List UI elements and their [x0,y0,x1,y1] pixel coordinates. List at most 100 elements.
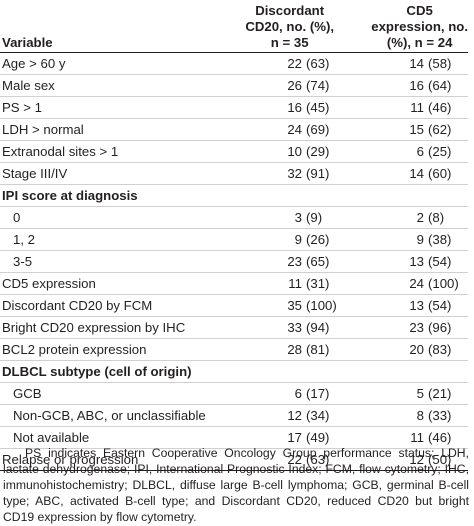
percent-value: (62) [428,121,452,137]
table-row: PS > 1 16 (45) 11 (46) [0,96,468,119]
table-row: Not available 17 (49) 11 (46) [0,426,468,449]
percent-value: (63) [306,451,330,467]
cd5-expression-cell: 11 (46) [350,426,468,449]
discordant-cd20-cell: 22 (63) [228,52,350,75]
header-a-line1: Discordant [255,2,325,18]
discordant-cd20-cell: 23 (65) [228,250,350,273]
count-value: 35 [287,297,302,313]
discordant-cd20-cell: 35 (100) [228,294,350,317]
variable-label: 0 [0,206,228,229]
cd5-expression-cell: 9 (38) [350,228,468,251]
percent-value: (38) [428,231,452,247]
cd5-expression-cell: 6 (25) [350,140,468,163]
percent-value: (83) [428,341,452,357]
header-b-line2: expression, no. [371,18,468,34]
cd5-expression-cell: 20 (83) [350,338,468,361]
count-value: 20 [409,341,424,357]
count-value: 22 [287,451,302,467]
variable-label: Non-GCB, ABC, or unclassifiable [0,404,228,427]
cd5-expression-cell: 8 (33) [350,404,468,427]
table-row: Male sex 26 (74) 16 (64) [0,74,468,97]
characteristics-table: Variable Discordant CD20, no. (%), n = 3… [0,0,468,471]
count-value: 3 [294,209,302,225]
percent-value: (45) [306,99,330,115]
table-row: Stage III/IV 32 (91) 14 (60) [0,162,468,185]
percent-value: (69) [306,121,330,137]
header-variable: Variable [0,0,228,53]
percent-value: (65) [306,253,330,269]
table-row: LDH > normal 24 (69) 15 (62) [0,118,468,141]
count-value: 16 [287,99,302,115]
cd5-expression-cell: 14 (58) [350,52,468,75]
variable-label: PS > 1 [0,96,228,119]
percent-value: (26) [306,231,330,247]
discordant-cd20-cell: 24 (69) [228,118,350,141]
discordant-cd20-cell: 3 (9) [228,206,350,229]
count-value: 11 [410,429,424,445]
count-value: 32 [287,165,302,181]
discordant-cd20-cell: 33 (94) [228,316,350,339]
variable-label: CD5 expression [0,272,228,295]
percent-value: (58) [428,55,452,71]
percent-value: (49) [306,429,330,445]
count-value: 13 [409,253,424,269]
percent-value: (100) [306,297,337,313]
cd5-expression-cell: 16 (64) [350,74,468,97]
discordant-cd20-cell: 9 (26) [228,228,350,251]
variable-label: LDH > normal [0,118,228,141]
percent-value: (31) [306,275,330,291]
percent-value: (74) [306,77,330,93]
count-value: 12 [287,407,302,423]
percent-value: (94) [306,319,330,335]
percent-value: (29) [306,143,330,159]
cd5-expression-cell: 24 (100) [350,272,468,295]
discordant-cd20-cell: 28 (81) [228,338,350,361]
percent-value: (91) [306,165,330,181]
percent-value: (54) [428,297,452,313]
count-value: 23 [409,319,424,335]
percent-value: (81) [306,341,330,357]
cd5-expression-cell: 13 (54) [350,294,468,317]
count-value: 6 [294,385,302,401]
percent-value: (63) [306,55,330,71]
count-value: 28 [287,341,302,357]
count-value: 5 [416,385,424,401]
variable-label: Bright CD20 expression by IHC [0,316,228,339]
count-value: 17 [287,429,302,445]
table-row: Age > 60 y 22 (63) 14 (58) [0,52,468,75]
variable-label: 3-5 [0,250,228,273]
table-row: GCB 6 (17) 5 (21) [0,382,468,405]
variable-label: Stage III/IV [0,162,228,185]
table-row: BCL2 protein expression 28 (81) 20 (83) [0,338,468,361]
header-a-line3: n = 35 [270,34,309,50]
percent-value: (21) [428,385,452,401]
count-value: 14 [409,165,424,181]
percent-value: (33) [428,407,452,423]
variable-label: Relapse or progression [0,448,228,471]
count-value: 26 [287,77,302,93]
table-row: Non-GCB, ABC, or unclassifiable 12 (34) 8 (3… [0,404,468,427]
cd5-expression-cell [350,360,468,383]
percent-value: (8) [428,209,445,225]
count-value: 24 [287,121,302,137]
header-cd5-expression: CD5 expression, no. (%), n = 24 [350,0,468,53]
section-row: IPI score at diagnosis [0,184,468,207]
percent-value: (46) [428,99,452,115]
cd5-expression-cell: 23 (96) [350,316,468,339]
section-row: DLBCL subtype (cell of origin) [0,360,468,383]
cd5-expression-cell [350,184,468,207]
section-label: DLBCL subtype (cell of origin) [0,360,228,383]
table-row: Relapse or progression 22 (63) 12 (50) [0,448,468,471]
count-value: 24 [409,275,424,291]
percent-value: (54) [428,253,452,269]
count-value: 11 [288,275,302,291]
percent-value: (9) [306,209,323,225]
discordant-cd20-cell: 6 (17) [228,382,350,405]
table-row: CD5 expression 11 (31) 24 (100) [0,272,468,295]
count-value: 2 [416,209,424,225]
percent-value: (25) [428,143,452,159]
count-value: 12 [409,451,424,467]
table-row: Extranodal sites > 1 10 (29) 6 (25) [0,140,468,163]
percent-value: (96) [428,319,452,335]
variable-label: 1, 2 [0,228,228,251]
